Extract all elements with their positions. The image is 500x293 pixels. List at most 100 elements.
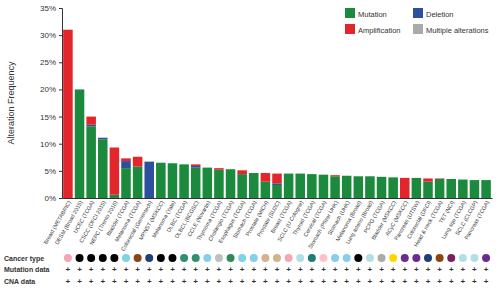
cna-data-flag: + — [286, 277, 291, 286]
cancer-type-dot — [134, 254, 142, 262]
bar — [63, 30, 73, 198]
cancer-type-dot — [99, 254, 107, 262]
bar — [156, 163, 166, 198]
mutation-data-flag: + — [344, 265, 349, 274]
mutation-data-flag: + — [240, 265, 245, 274]
y-tick: 0% — [44, 194, 62, 203]
legend-label: Amplification — [358, 26, 401, 35]
mutation-data-flag: + — [147, 265, 152, 274]
bar — [330, 176, 340, 177]
chart: 0%5%10%15%20%25%30%35%Alteration Frequen… — [0, 0, 500, 293]
bar — [400, 178, 410, 198]
y-tick-label: 10% — [40, 140, 56, 149]
bar — [307, 174, 317, 175]
mutation-data-flag: + — [170, 265, 175, 274]
cancer-type-dot — [412, 254, 420, 262]
bar — [354, 176, 364, 177]
bar — [272, 183, 282, 185]
cna-data-flag: + — [205, 277, 210, 286]
bar — [75, 89, 85, 90]
cancer-type-dot — [482, 254, 490, 262]
legend: MutationDeletionAmplificationMultiple al… — [345, 8, 489, 35]
bar — [330, 175, 340, 176]
bar — [261, 182, 271, 198]
bar — [191, 164, 201, 165]
mutation-data-flag: + — [124, 265, 129, 274]
cancer-type-dot — [87, 254, 95, 262]
cna-data-flag: + — [379, 277, 384, 286]
bar — [295, 173, 305, 174]
cancer-type-dot — [227, 254, 235, 262]
bar — [481, 180, 491, 181]
bar — [330, 175, 340, 176]
mutation-data-flag: + — [77, 265, 82, 274]
bar — [342, 175, 352, 176]
bar — [446, 179, 456, 180]
cancer-type-dot — [343, 254, 351, 262]
bar — [342, 176, 352, 198]
y-tick: 30% — [40, 31, 62, 40]
y-tick-mark — [59, 8, 62, 9]
bar — [203, 167, 213, 168]
y-axis-line — [59, 9, 63, 199]
bar — [284, 174, 294, 198]
cancer-type-dot — [447, 254, 455, 262]
bar — [319, 174, 329, 175]
cancer-type-dot — [459, 254, 467, 262]
cna-data-flag: + — [251, 277, 256, 286]
legend-label: Multiple alterations — [426, 26, 489, 35]
bar — [249, 173, 259, 174]
bar — [86, 126, 96, 198]
y-axis: 0%5%10%15%20%25%30%35% — [40, 4, 63, 203]
bar — [86, 117, 96, 125]
bar — [377, 176, 387, 177]
cancer-type-dot — [122, 254, 130, 262]
cna-data-flag: + — [89, 277, 94, 286]
bar — [261, 173, 271, 174]
y-tick-mark — [59, 144, 62, 145]
bar — [423, 178, 433, 181]
mutation-data-flag: + — [228, 265, 233, 274]
bar — [226, 169, 236, 170]
cancer-type-dot — [389, 254, 397, 262]
y-tick-mark — [59, 35, 62, 36]
bar — [156, 162, 166, 163]
cancer-type-dot — [470, 254, 478, 262]
bar — [354, 176, 364, 198]
bar — [388, 177, 398, 198]
mutation-data-flag: + — [100, 265, 105, 274]
bar — [423, 182, 433, 198]
cna-data-flag: + — [461, 277, 466, 286]
bar — [272, 173, 282, 174]
bar — [446, 179, 456, 198]
cna-data-flag: + — [472, 277, 477, 286]
cna-data-flag: + — [368, 277, 373, 286]
cancer-type-dot — [296, 254, 304, 262]
bar — [481, 180, 491, 181]
bar — [272, 185, 282, 198]
bar — [284, 173, 294, 174]
cna-data-flag: + — [240, 277, 245, 286]
y-tick: 35% — [40, 4, 62, 13]
mutation-data-flag: + — [286, 265, 291, 274]
bar — [156, 162, 166, 163]
cancer-type-dot — [424, 254, 432, 262]
bar — [237, 174, 247, 198]
bar — [226, 169, 236, 198]
cancer-type-dot — [145, 254, 153, 262]
mutation-data-flag: + — [205, 265, 210, 274]
cna-data-flag: + — [147, 277, 152, 286]
cancer-type-dot — [378, 254, 386, 262]
cna-data-flag: + — [298, 277, 303, 286]
bar — [284, 173, 294, 174]
mutation-data-flag: + — [217, 265, 222, 274]
cancer-type-dot — [215, 254, 223, 262]
legend-label: Deletion — [426, 10, 454, 19]
mutation-data-flag: + — [472, 265, 477, 274]
bar — [203, 167, 213, 168]
bar — [98, 137, 108, 138]
cna-data-flag: + — [124, 277, 129, 286]
row-label: Mutation data — [4, 266, 50, 273]
bar — [133, 167, 143, 198]
mutation-data-flag: + — [159, 265, 164, 274]
